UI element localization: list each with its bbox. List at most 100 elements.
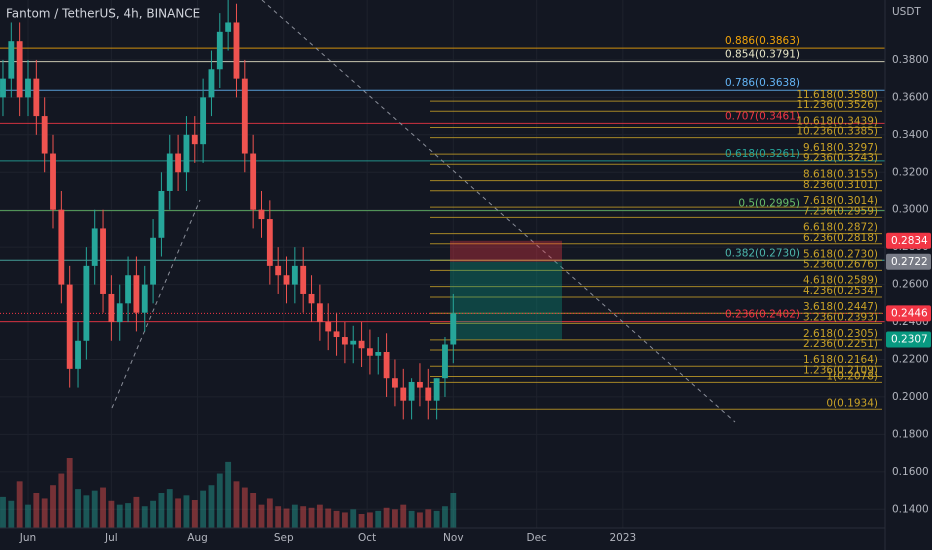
fib-extension-label: 0(0.1934) [826,397,878,409]
volume-bar [450,493,457,528]
candle-body [83,265,90,341]
x-tick-label: Nov [443,532,464,544]
price-axis [885,0,932,550]
candle-body [341,337,348,345]
candle-body [358,340,365,349]
fib-extension-label: 7.618(0.3014) [803,195,878,207]
candle-body [183,134,190,173]
candle-body [150,237,157,285]
price-badge [886,331,931,348]
candle-body [108,293,115,323]
fib-extension-label: 1.236(0.2109) [803,365,878,377]
candle-body [417,381,423,388]
candle-body [425,387,432,401]
fib-extension-label: 6.618(0.2872) [803,222,878,234]
fib-extension-label: 8.236(0.3101) [803,179,878,191]
candle-body [116,303,123,323]
candle-body [300,265,307,294]
candle-body [133,275,140,313]
volume-bar [200,490,207,528]
labels: 0.14000.16000.18000.20000.22000.24000.26… [19,35,931,544]
price-badge-label: 0.2834 [891,235,928,247]
fib-extension-label: 1.618(0.2164) [803,354,878,366]
volume-bar [341,512,348,528]
volume-bar [417,512,423,528]
candle-body [408,381,415,401]
candle-body [283,275,290,285]
volume-bar [208,485,215,528]
price-badge-label: 0.2446 [891,307,928,319]
volume-bar [358,514,365,528]
volume-bar [133,496,140,528]
fib-levels [0,47,885,410]
volume-bar [308,507,315,528]
volume-bar [366,512,373,528]
candle-body [366,348,373,356]
candle-body [33,78,40,117]
candle-body [208,69,215,98]
y-tick-label: 0.1600 [892,466,929,478]
volume-bar [241,487,248,528]
candle-body [0,78,6,98]
candle-body [258,209,265,220]
y-tick-label: 0.3000 [892,204,929,216]
volume-bar [141,506,148,528]
fib-extension-label: 11.236(0.3526) [796,99,878,111]
volume-bar [8,500,15,528]
fib-extension-label: 3.236(0.2393) [803,311,878,323]
volume-bar [183,495,190,528]
position-box [0,240,885,340]
volume-bar [41,498,48,528]
stop-zone [450,240,562,262]
y-tick-label: 0.3200 [892,166,929,178]
candle-body [200,97,207,145]
candles [0,0,457,420]
chart-title: Fantom / TetherUS, 4h, BINANCE [6,7,200,21]
price-badge-label: 0.2722 [891,256,928,268]
candle-body [375,352,382,356]
volume-bar [25,504,31,528]
y-tick-label: 0.3800 [892,54,929,66]
candle-body [333,331,340,338]
volume-bar [283,508,290,528]
candle-body [125,275,131,304]
fib-extension-label: 10.236(0.3385) [796,126,878,138]
y-tick-label: 0.3600 [892,91,929,103]
volume-bar [442,506,448,528]
target-zone [450,261,562,340]
volume-bar [33,493,40,528]
fib-extension-label: 10.618(0.3439) [796,116,878,128]
y-tick-label: 0.1400 [892,503,929,515]
fib-extension-label: 2.236(0.2251) [803,338,878,350]
fib-extension-label: 5.618(0.2730) [803,248,878,260]
candle-body [392,378,398,388]
candle-body [50,153,56,210]
fib-label: 0.236(0.2402) [725,309,800,321]
volume-bar [108,500,115,528]
volume-bar [116,504,123,528]
candle-body [166,153,173,191]
fib-extension-label: 9.236(0.3243) [803,152,878,164]
volume-bar [250,493,257,528]
fib-extension-label: 5.236(0.2676) [803,258,878,270]
volume-bar [100,487,106,528]
candle-body [350,340,357,345]
fib-label: 0.786(0.3638) [725,77,800,89]
volume-bar [225,461,232,528]
y-tick-label: 0.2600 [892,279,929,291]
candle-body [141,284,148,313]
candle-body [25,78,31,98]
volume-bar [150,500,157,528]
volume-bar [91,490,98,528]
candle-body [325,322,332,332]
volume-bar [75,489,81,528]
candle-body [216,31,223,70]
fib-extension-label: 3.618(0.2447) [803,301,878,313]
candle-body [275,265,282,276]
time-axis [0,528,932,550]
candle-body [308,293,315,304]
fib-extension-label: 2.618(0.2305) [803,328,878,340]
volume-bar [258,504,265,528]
candle-body [400,387,407,401]
